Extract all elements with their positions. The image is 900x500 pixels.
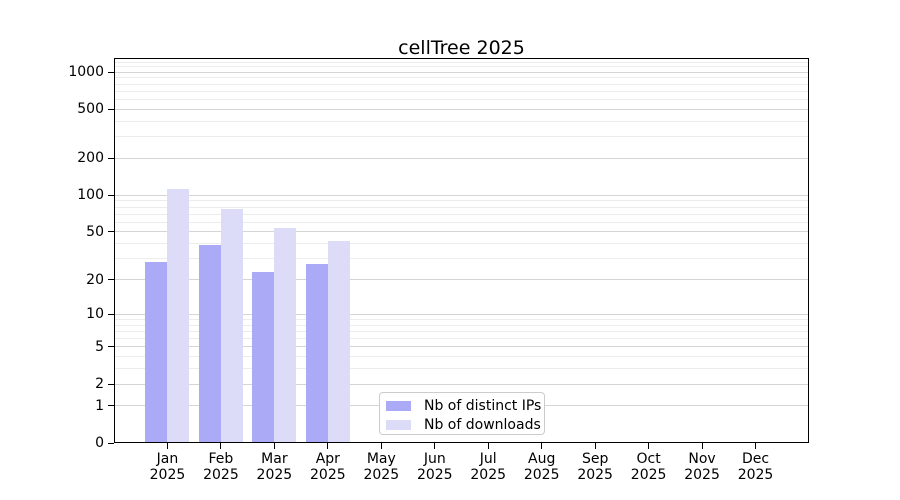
- y-minor-gridline: [114, 66, 809, 68]
- x-tick-mark: [541, 443, 543, 449]
- y-major-gridline: [114, 108, 809, 110]
- x-tick-label: Dec 2025: [737, 451, 774, 483]
- y-tick-label: 10: [86, 306, 104, 323]
- x-tick-mark: [648, 443, 650, 449]
- y-tick-mark: [108, 346, 114, 348]
- bar-downloads-apr: [327, 241, 350, 443]
- y-major-gridline: [114, 231, 809, 233]
- y-tick-label: 500: [77, 101, 104, 118]
- bar-downloads-mar: [274, 227, 297, 443]
- y-minor-gridline: [114, 200, 809, 202]
- x-tick-label: Mar 2025: [256, 451, 293, 483]
- y-major-gridline: [114, 71, 809, 73]
- y-minor-gridline: [114, 338, 809, 340]
- y-tick-label: 1000: [68, 64, 104, 81]
- x-tick-mark: [273, 443, 275, 449]
- y-minor-gridline: [114, 61, 809, 63]
- legend-swatch-distinct-ips: [386, 400, 411, 411]
- y-minor-gridline: [114, 120, 809, 122]
- x-tick-mark: [487, 443, 489, 449]
- legend-label-downloads: Nb of downloads: [424, 416, 541, 433]
- y-minor-gridline: [114, 221, 809, 223]
- x-tick-mark: [327, 443, 329, 449]
- y-major-gridline: [114, 279, 809, 281]
- legend-item-distinct-ips: Nb of distinct IPs: [386, 396, 544, 415]
- x-tick-label: Nov 2025: [684, 451, 720, 483]
- y-tick-label: 100: [77, 187, 104, 204]
- bar-downloads-jan: [167, 189, 190, 443]
- x-tick-label: Jan 2025: [149, 451, 186, 483]
- y-tick-mark: [108, 108, 114, 110]
- y-major-gridline: [114, 383, 809, 385]
- y-minor-gridline: [114, 243, 809, 245]
- x-tick-label: May 2025: [363, 451, 400, 483]
- y-major-gridline: [114, 313, 809, 315]
- y-minor-gridline: [114, 77, 809, 79]
- x-tick-mark: [755, 443, 757, 449]
- bar-distinct-ips-mar: [252, 272, 275, 443]
- x-tick-mark: [380, 443, 382, 449]
- y-tick-label: 2: [95, 376, 104, 393]
- y-minor-gridline: [114, 98, 809, 100]
- y-tick-mark: [108, 442, 114, 444]
- y-tick-mark: [108, 279, 114, 281]
- y-minor-gridline: [114, 83, 809, 85]
- y-minor-gridline: [114, 324, 809, 326]
- x-tick-label: Jul 2025: [470, 451, 507, 483]
- y-minor-gridline: [114, 330, 809, 332]
- plot-area: [114, 58, 809, 443]
- x-tick-mark: [434, 443, 436, 449]
- y-tick-label: 50: [86, 223, 104, 240]
- y-tick-label: 0: [95, 435, 104, 451]
- chart-title: cellTree 2025: [398, 37, 525, 59]
- y-major-gridline: [114, 346, 809, 348]
- y-minor-gridline: [114, 318, 809, 320]
- x-tick-mark: [166, 443, 168, 449]
- y-tick-label: 1: [95, 397, 104, 414]
- x-tick-label: Jun 2025: [416, 451, 453, 483]
- bar-distinct-ips-feb: [198, 244, 221, 443]
- bar-downloads-feb: [220, 209, 243, 443]
- legend-label-distinct-ips: Nb of distinct IPs: [424, 397, 542, 414]
- y-tick-label: 200: [77, 150, 104, 167]
- y-tick-mark: [108, 194, 114, 196]
- y-tick-mark: [108, 157, 114, 159]
- x-tick-label: Apr 2025: [310, 451, 346, 483]
- y-minor-gridline: [114, 206, 809, 208]
- x-tick-mark: [220, 443, 222, 449]
- y-tick-label: 20: [86, 271, 104, 288]
- x-tick-mark: [701, 443, 703, 449]
- legend-item-downloads: Nb of downloads: [386, 415, 544, 434]
- y-tick-mark: [108, 231, 114, 233]
- x-tick-label: Sep 2025: [577, 451, 613, 483]
- y-tick-mark: [108, 405, 114, 407]
- y-major-gridline: [114, 157, 809, 159]
- y-major-gridline: [114, 194, 809, 196]
- y-tick-label: 5: [95, 338, 104, 355]
- bar-distinct-ips-apr: [305, 264, 328, 443]
- x-tick-label: Oct 2025: [630, 451, 667, 483]
- y-minor-gridline: [114, 136, 809, 138]
- y-minor-gridline: [114, 213, 809, 215]
- y-minor-gridline: [114, 90, 809, 92]
- y-minor-gridline: [114, 258, 809, 260]
- y-minor-gridline: [114, 368, 809, 370]
- y-tick-mark: [108, 383, 114, 385]
- x-tick-label: Feb 2025: [203, 451, 239, 483]
- y-tick-mark: [108, 71, 114, 73]
- y-minor-gridline: [114, 356, 809, 358]
- legend: Nb of distinct IPs Nb of downloads: [379, 392, 545, 435]
- x-tick-label: Aug 2025: [523, 451, 560, 483]
- legend-swatch-downloads: [386, 419, 411, 430]
- x-tick-mark: [594, 443, 596, 449]
- bar-distinct-ips-jan: [145, 262, 168, 443]
- y-tick-mark: [108, 313, 114, 315]
